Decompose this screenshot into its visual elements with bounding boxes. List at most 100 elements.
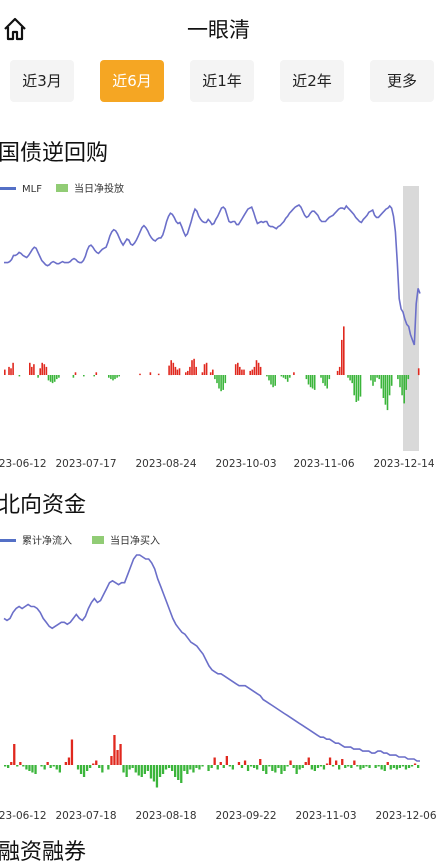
bar bbox=[253, 765, 256, 768]
bar bbox=[176, 369, 179, 375]
bar bbox=[58, 375, 60, 378]
bar bbox=[155, 765, 159, 788]
bar bbox=[213, 757, 216, 765]
bar bbox=[228, 765, 231, 767]
bar bbox=[58, 765, 61, 773]
bar bbox=[4, 765, 7, 767]
bar bbox=[222, 375, 224, 390]
bar bbox=[51, 375, 54, 384]
bar bbox=[413, 763, 417, 765]
bar bbox=[410, 765, 414, 767]
tab-1y[interactable]: 近1年 bbox=[190, 60, 254, 102]
bar bbox=[4, 369, 6, 375]
bar bbox=[316, 765, 320, 768]
bar bbox=[319, 765, 323, 767]
bar bbox=[203, 364, 206, 375]
bar bbox=[399, 375, 401, 388]
bar bbox=[405, 375, 407, 390]
bar bbox=[219, 762, 222, 765]
bar bbox=[76, 765, 80, 770]
x-tick-label: 2023-08-24 bbox=[135, 458, 196, 470]
bar bbox=[331, 765, 335, 767]
bar bbox=[7, 765, 10, 768]
bar bbox=[110, 756, 113, 765]
bar bbox=[272, 375, 274, 388]
line-series bbox=[3, 554, 420, 762]
bar bbox=[359, 765, 362, 770]
bar bbox=[10, 762, 13, 765]
bar bbox=[201, 765, 204, 767]
bar bbox=[52, 765, 55, 767]
bar bbox=[8, 366, 10, 375]
bar bbox=[207, 765, 210, 771]
legend-line-marker bbox=[0, 539, 16, 542]
x-tick-label: 2023-10-03 bbox=[215, 458, 276, 470]
bar bbox=[304, 762, 307, 765]
bar bbox=[212, 369, 214, 375]
bar bbox=[344, 765, 347, 768]
bar bbox=[12, 362, 14, 375]
bar bbox=[55, 765, 58, 770]
bar bbox=[189, 765, 192, 770]
bar bbox=[149, 372, 152, 375]
bar bbox=[309, 375, 312, 388]
bar bbox=[401, 375, 403, 396]
bar bbox=[183, 765, 186, 771]
chart-legend: 累计净流入 当日净买入 bbox=[0, 534, 160, 547]
section-title-margin: 融资融券 bbox=[0, 840, 87, 865]
legend-line-marker bbox=[0, 187, 16, 190]
bar bbox=[29, 362, 31, 375]
bar bbox=[114, 375, 116, 380]
bar bbox=[95, 760, 98, 765]
bar bbox=[341, 759, 344, 765]
bar bbox=[108, 375, 110, 378]
bar bbox=[237, 762, 241, 765]
bar bbox=[322, 765, 326, 770]
bar bbox=[365, 765, 368, 767]
tab-more[interactable]: 更多 bbox=[370, 60, 434, 102]
bar bbox=[313, 765, 316, 771]
bar bbox=[46, 762, 49, 765]
tab-3m[interactable]: 近3月 bbox=[10, 60, 74, 102]
bar bbox=[243, 760, 247, 765]
bar bbox=[122, 765, 125, 773]
x-tick-label: 2023-06-12 bbox=[0, 458, 47, 470]
bar bbox=[374, 765, 377, 768]
chart-legend: MLF 当日净投放 bbox=[0, 182, 124, 195]
bar bbox=[137, 765, 140, 776]
bar bbox=[37, 375, 39, 378]
x-tick-label: 2023-08-18 bbox=[135, 810, 196, 822]
period-tabs: 近3月 近6月 近1年 近2年 更多 bbox=[0, 60, 437, 104]
bar bbox=[324, 375, 326, 386]
bar bbox=[251, 369, 254, 375]
bar bbox=[295, 765, 298, 774]
bar bbox=[210, 765, 213, 768]
x-tick-label: 2023-06-12 bbox=[0, 810, 47, 822]
bar bbox=[164, 765, 168, 770]
bar bbox=[398, 765, 401, 768]
bar bbox=[246, 765, 250, 771]
x-tick-label: 2023-07-17 bbox=[55, 458, 116, 470]
bar bbox=[174, 366, 177, 375]
bar bbox=[265, 765, 268, 774]
bar bbox=[187, 370, 189, 375]
bar bbox=[356, 765, 359, 767]
bar bbox=[277, 765, 280, 768]
bar bbox=[98, 765, 101, 768]
bar bbox=[395, 765, 398, 770]
bar bbox=[353, 760, 356, 765]
page-title: 一眼清 bbox=[187, 18, 250, 42]
tab-2y[interactable]: 近2年 bbox=[280, 60, 344, 102]
bar bbox=[107, 765, 110, 770]
bar bbox=[18, 375, 21, 377]
bar bbox=[116, 375, 118, 378]
tab-6m[interactable]: 近6月 bbox=[100, 60, 164, 102]
bar bbox=[301, 765, 304, 768]
bar bbox=[283, 765, 286, 771]
bar bbox=[161, 765, 165, 774]
bar bbox=[82, 765, 86, 777]
home-icon[interactable] bbox=[2, 16, 28, 42]
bar bbox=[383, 765, 386, 771]
bar bbox=[140, 765, 143, 777]
chart-northbound: 累计净流入 当日净买入 2023-06-12 2023-07-18 2023-08-… bbox=[0, 534, 437, 822]
